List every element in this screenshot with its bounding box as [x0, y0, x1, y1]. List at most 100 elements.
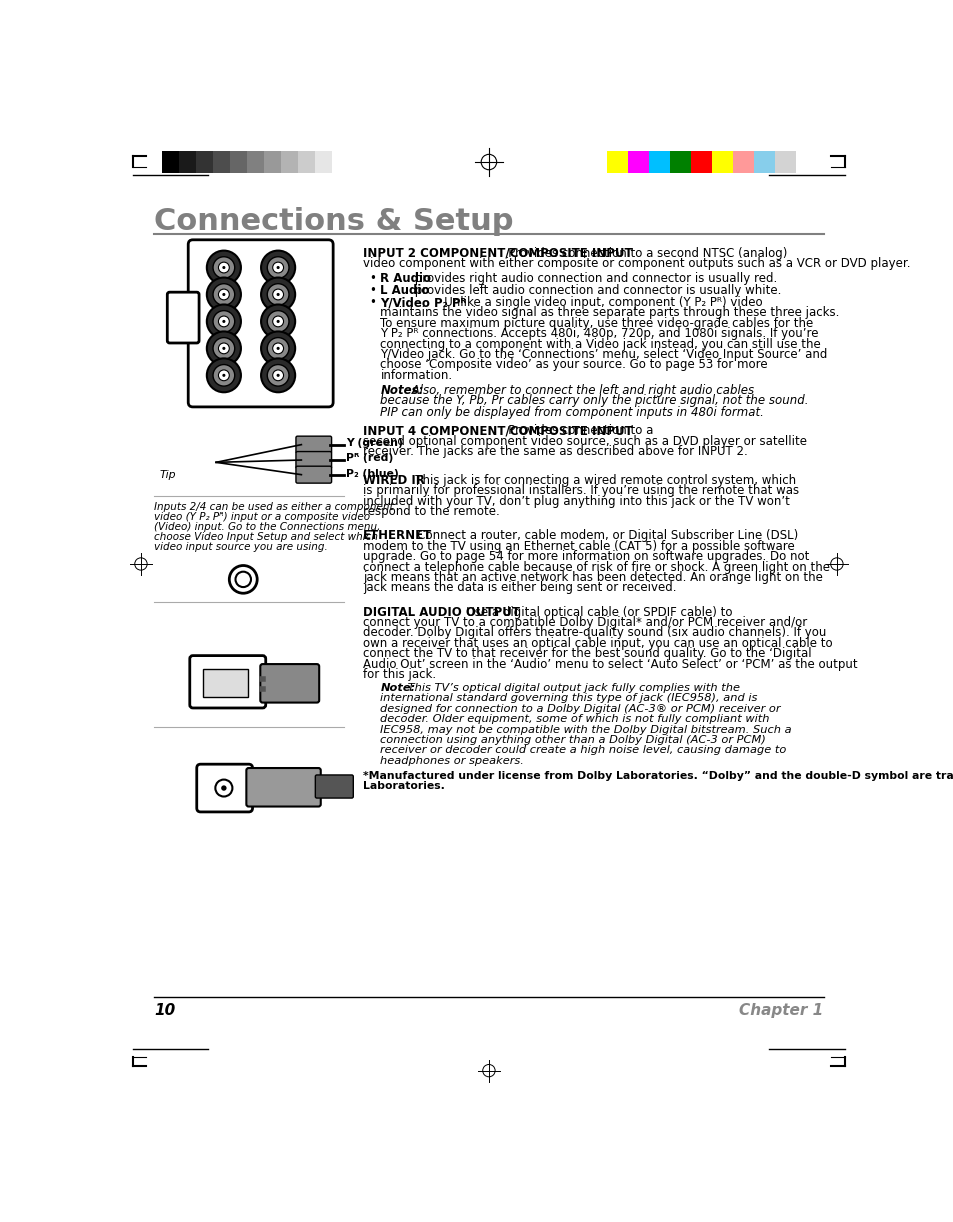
Text: because the Y, Pb, Pr cables carry only the picture signal, not the sound.: because the Y, Pb, Pr cables carry only …	[380, 395, 808, 407]
FancyBboxPatch shape	[196, 764, 253, 811]
Text: choose Video Input Setup and select which: choose Video Input Setup and select whic…	[154, 533, 377, 543]
Text: DIGITAL AUDIO OUTPUT: DIGITAL AUDIO OUTPUT	[363, 606, 519, 618]
Text: Use a digital optical cable (or SPDIF cable) to: Use a digital optical cable (or SPDIF ca…	[455, 606, 732, 618]
Bar	[162, 152, 179, 172]
Circle shape	[222, 293, 225, 296]
Bar	[315, 152, 332, 172]
Text: *Manufactured under license from Dolby Laboratories. “Dolby” and the double-D sy: *Manufactured under license from Dolby L…	[363, 771, 953, 781]
Text: upgrade. Go to page 54 for more information on software upgrades. Do not: upgrade. Go to page 54 for more informat…	[363, 550, 809, 563]
Text: connect your TV to a compatible Dolby Digital* and/or PCM receiver and/or: connect your TV to a compatible Dolby Di…	[363, 616, 807, 629]
Text: (Video) input. Go to the Connections menu,: (Video) input. Go to the Connections men…	[154, 522, 380, 533]
Text: INPUT 2 COMPONENT/COMPOSITE INPUT: INPUT 2 COMPONENT/COMPOSITE INPUT	[363, 247, 633, 260]
Bar	[607, 152, 628, 172]
Bar	[203, 670, 248, 698]
Text: connection using anything other than a Dolby Digital (AC-3 or PCM): connection using anything other than a D…	[380, 734, 765, 745]
Circle shape	[276, 347, 279, 349]
Text: respond to the remote.: respond to the remote.	[363, 505, 499, 518]
Text: jack means the data is either being sent or received.: jack means the data is either being sent…	[363, 582, 677, 594]
FancyBboxPatch shape	[315, 775, 353, 798]
Circle shape	[235, 572, 251, 587]
Text: designed for connection to a Dolby Digital (AC-3® or PCM) receiver or: designed for connection to a Dolby Digit…	[380, 704, 781, 714]
Circle shape	[273, 343, 283, 354]
Text: IEC958, may not be compatible with the Dolby Digital bitstream. Such a: IEC958, may not be compatible with the D…	[380, 725, 791, 734]
Text: Chapter 1: Chapter 1	[739, 1003, 822, 1018]
Bar	[247, 152, 264, 172]
Text: modem to the TV using an Ethernet cable (CAT 5) for a possible software: modem to the TV using an Ethernet cable …	[363, 540, 794, 552]
Circle shape	[261, 251, 294, 285]
Text: Laboratories.: Laboratories.	[363, 781, 445, 791]
Bar	[213, 152, 230, 172]
FancyBboxPatch shape	[260, 664, 319, 703]
Text: provides right audio connection and connector is usually red.: provides right audio connection and conn…	[411, 273, 777, 285]
Circle shape	[261, 358, 294, 392]
Bar	[732, 152, 753, 172]
Circle shape	[276, 320, 279, 323]
Text: •: •	[369, 284, 376, 297]
Bar	[774, 152, 795, 172]
Circle shape	[276, 374, 279, 376]
Circle shape	[218, 316, 229, 326]
Text: To ensure maximum picture quality, use three video-grade cables for the: To ensure maximum picture quality, use t…	[380, 316, 813, 330]
Text: choose ‘Composite video’ as your source. Go to page 53 for more: choose ‘Composite video’ as your source.…	[380, 358, 767, 371]
Text: Y P₂ Pᴿ connections. Accepts 480i, 480p, 720p, and 1080i signals. If you’re: Y P₂ Pᴿ connections. Accepts 480i, 480p,…	[380, 327, 818, 340]
Text: is primarily for professional installers. If you’re using the remote that was: is primarily for professional installers…	[363, 484, 799, 497]
Circle shape	[221, 786, 227, 791]
Bar	[230, 152, 247, 172]
Text: decoder. Dolby Digital offers theatre-quality sound (six audio channels). If you: decoder. Dolby Digital offers theatre-qu…	[363, 627, 826, 639]
Circle shape	[261, 277, 294, 312]
Circle shape	[213, 257, 234, 279]
Text: provides left audio connection and connector is usually white.: provides left audio connection and conne…	[411, 284, 781, 297]
Text: headphones or speakers.: headphones or speakers.	[380, 755, 524, 766]
Bar	[628, 152, 649, 172]
Text: PIP can only be displayed from component inputs in 480i format.: PIP can only be displayed from component…	[380, 406, 763, 419]
Text: second optional component video source, such as a DVD player or satellite: second optional component video source, …	[363, 435, 806, 447]
Text: decoder. Older equipment, some of which is not fully compliant with: decoder. Older equipment, some of which …	[380, 714, 769, 725]
Text: Y (green): Y (green)	[346, 439, 403, 448]
Text: Y/Video jack. Go to the ‘Connections’ menu, select ‘Video Input Source’ and: Y/Video jack. Go to the ‘Connections’ me…	[380, 348, 827, 360]
FancyBboxPatch shape	[295, 466, 332, 483]
Text: jack means that an active network has been detected. An orange light on the: jack means that an active network has be…	[363, 571, 822, 584]
Circle shape	[229, 566, 257, 593]
Text: connecting to a component with a Video jack instead, you can still use the: connecting to a component with a Video j…	[380, 337, 821, 351]
Text: INPUT 4 COMPONENT/COMPOSITE INPUT: INPUT 4 COMPONENT/COMPOSITE INPUT	[363, 424, 633, 437]
Text: Note:: Note:	[380, 683, 416, 693]
Text: This jack is for connecting a wired remote control system, which: This jack is for connecting a wired remo…	[403, 474, 795, 486]
FancyBboxPatch shape	[246, 769, 320, 807]
Text: Pᴿ (red): Pᴿ (red)	[346, 453, 394, 463]
Circle shape	[207, 277, 241, 312]
Circle shape	[207, 331, 241, 365]
Bar	[670, 152, 691, 172]
Text: connect the TV to that receiver for the best sound quality. Go to the ‘Digital: connect the TV to that receiver for the …	[363, 648, 811, 660]
Circle shape	[207, 251, 241, 285]
Circle shape	[267, 257, 289, 279]
Circle shape	[273, 316, 283, 326]
Circle shape	[276, 293, 279, 296]
Text: receiver or decoder could create a high noise level, causing damage to: receiver or decoder could create a high …	[380, 745, 786, 755]
Bar	[711, 152, 732, 172]
Text: video input source you are using.: video input source you are using.	[154, 543, 328, 552]
Circle shape	[273, 263, 283, 273]
Text: R Audio: R Audio	[380, 273, 431, 285]
Circle shape	[213, 337, 234, 359]
Bar	[298, 152, 315, 172]
FancyBboxPatch shape	[295, 436, 332, 453]
Text: Provides connection to a: Provides connection to a	[497, 424, 653, 437]
Circle shape	[222, 347, 225, 349]
Text: Connect a router, cable modem, or Digital Subscriber Line (DSL): Connect a router, cable modem, or Digita…	[406, 529, 798, 543]
Text: Y/Video P₂ Pᴿ: Y/Video P₂ Pᴿ	[380, 296, 466, 309]
Text: Unlike a single video input, component (Y P₂ Pᴿ) video: Unlike a single video input, component (…	[433, 296, 762, 309]
Circle shape	[267, 364, 289, 386]
Text: included with your TV, don’t plug anything into this jack or the TV won’t: included with your TV, don’t plug anythi…	[363, 495, 789, 507]
Text: Provides connection to a second NTSC (analog): Provides connection to a second NTSC (an…	[497, 247, 786, 260]
Circle shape	[218, 290, 229, 299]
Circle shape	[267, 284, 289, 306]
Circle shape	[213, 284, 234, 306]
Text: WIRED IR: WIRED IR	[363, 474, 425, 486]
Circle shape	[222, 266, 225, 269]
Text: 10: 10	[154, 1003, 175, 1018]
Circle shape	[218, 263, 229, 273]
FancyBboxPatch shape	[190, 656, 266, 708]
Text: for this jack.: for this jack.	[363, 668, 436, 681]
Circle shape	[222, 320, 225, 323]
Text: connect a telephone cable because of risk of fire or shock. A green light on the: connect a telephone cable because of ris…	[363, 561, 829, 573]
